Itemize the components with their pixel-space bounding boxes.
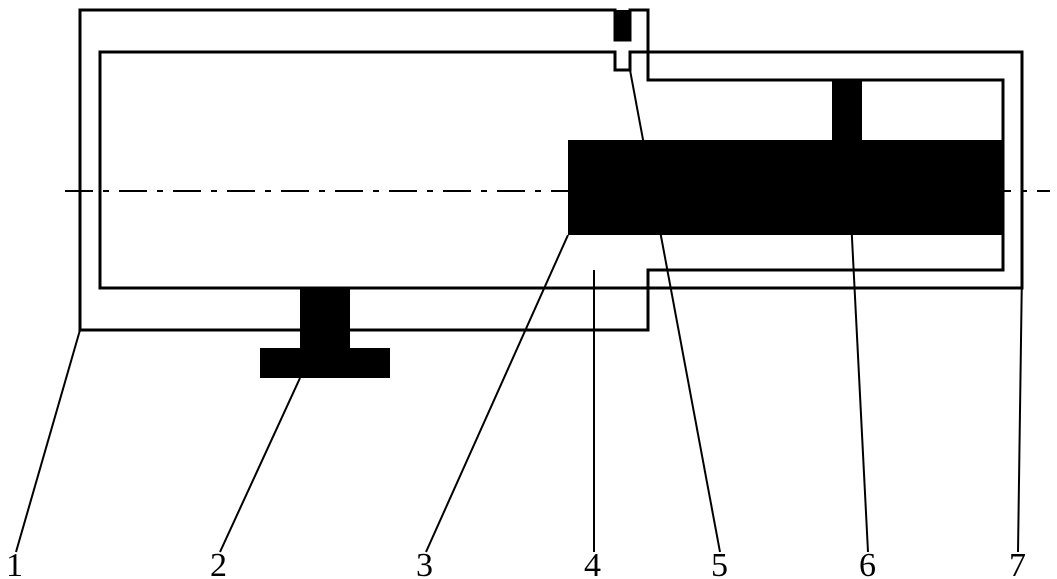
bottom-plug-flange xyxy=(260,348,390,378)
top-small-tab xyxy=(615,10,630,40)
callout-label-l2: 2 xyxy=(210,547,227,579)
callout-label-l1: 1 xyxy=(6,547,23,579)
callout-label-l7: 7 xyxy=(1009,547,1026,579)
solid-shaft xyxy=(568,140,1003,235)
engineering-diagram: 1 2 3 4 5 6 7 xyxy=(0,0,1057,579)
callout-label-l6: 6 xyxy=(859,547,876,579)
callout-label-l3: 3 xyxy=(416,547,433,579)
bottom-plug-stem xyxy=(300,288,350,348)
top-right-plug xyxy=(832,80,862,140)
callout-label-l5: 5 xyxy=(711,547,728,579)
callout-label-l4: 4 xyxy=(584,547,601,579)
